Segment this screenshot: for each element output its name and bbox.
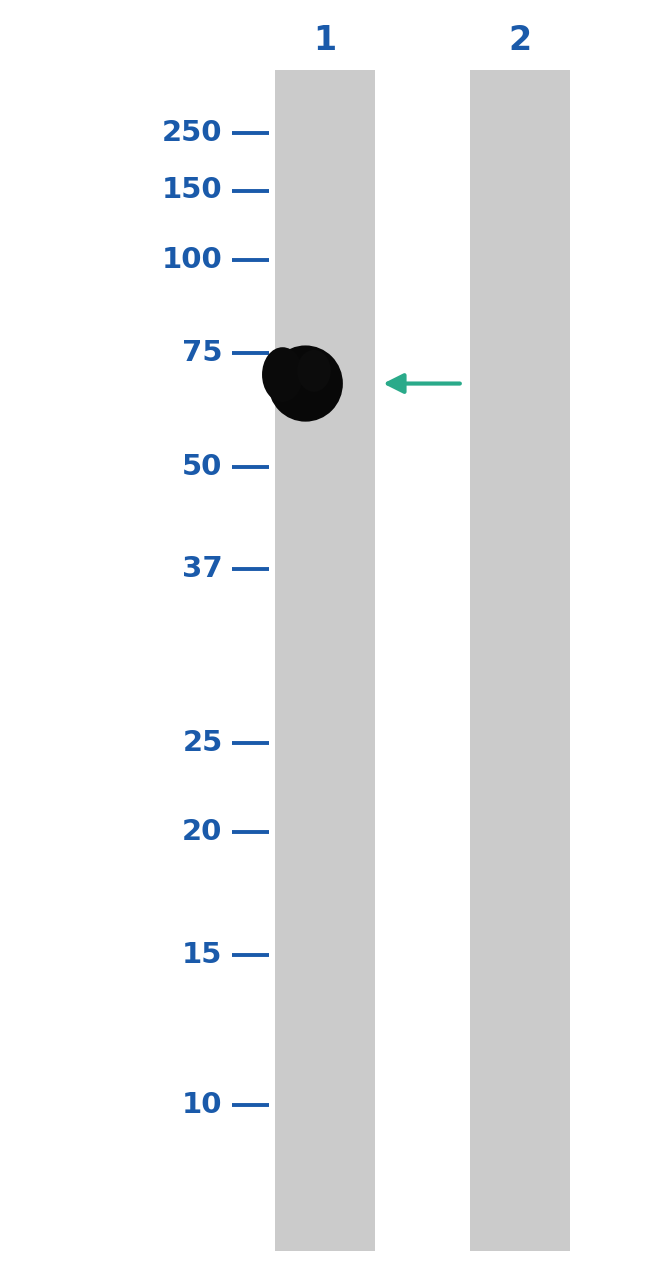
- Text: 15: 15: [182, 941, 222, 969]
- Bar: [274, 70, 376, 1251]
- Text: 150: 150: [162, 177, 222, 204]
- Text: 1: 1: [313, 24, 337, 57]
- Text: 10: 10: [182, 1091, 222, 1119]
- Text: 250: 250: [162, 119, 222, 147]
- Text: 75: 75: [182, 339, 222, 367]
- Text: 25: 25: [183, 729, 222, 757]
- Text: 37: 37: [182, 555, 222, 583]
- Ellipse shape: [297, 349, 331, 391]
- Ellipse shape: [262, 347, 303, 403]
- Bar: [469, 70, 571, 1251]
- Text: 2: 2: [508, 24, 532, 57]
- Text: 20: 20: [182, 818, 222, 846]
- Text: 100: 100: [162, 246, 222, 274]
- Text: 50: 50: [182, 453, 222, 481]
- Ellipse shape: [268, 345, 343, 422]
